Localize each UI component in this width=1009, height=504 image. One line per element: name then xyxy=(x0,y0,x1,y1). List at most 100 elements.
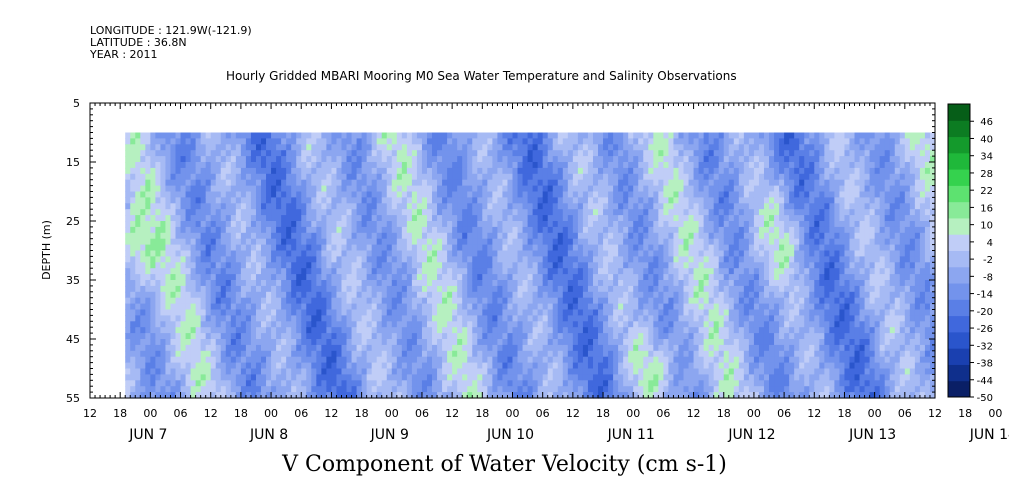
heatmap-cell xyxy=(145,386,151,393)
heatmap-cell xyxy=(482,368,488,375)
heatmap-cell xyxy=(281,162,287,169)
heatmap-cell xyxy=(628,197,634,204)
heatmap-cell xyxy=(643,386,649,393)
heatmap-cell xyxy=(537,333,544,340)
heatmap-cell xyxy=(522,297,529,305)
heatmap-cell xyxy=(140,132,146,139)
heatmap-cell xyxy=(472,185,478,193)
heatmap-cell xyxy=(432,339,438,346)
heatmap-cell xyxy=(421,297,428,305)
heatmap-cell xyxy=(155,203,162,210)
heatmap-cell xyxy=(416,339,423,346)
heatmap-cell xyxy=(406,262,413,269)
heatmap-cell xyxy=(316,215,322,222)
heatmap-cell xyxy=(497,167,504,175)
heatmap-cell xyxy=(301,250,307,257)
heatmap-cell xyxy=(291,138,297,145)
heatmap-cell xyxy=(406,315,413,322)
heatmap-cell xyxy=(447,274,453,281)
heatmap-cell xyxy=(512,150,519,157)
heatmap-cell xyxy=(512,262,519,269)
heatmap-cell xyxy=(502,380,509,387)
heatmap-cell xyxy=(235,179,242,187)
heatmap-cell xyxy=(577,291,584,299)
heatmap-cell xyxy=(230,291,237,299)
heatmap-cell xyxy=(215,203,222,210)
heatmap-cell xyxy=(195,362,202,370)
heatmap-cell xyxy=(608,321,614,328)
heatmap-cell xyxy=(160,362,167,370)
heatmap-cell xyxy=(633,226,639,234)
heatmap-cell xyxy=(421,209,428,216)
heatmap-cell xyxy=(517,374,524,381)
heatmap-cell xyxy=(497,191,504,198)
heatmap-cell xyxy=(185,256,192,263)
heatmap-cell xyxy=(361,309,368,316)
heatmap-cell xyxy=(618,362,624,370)
heatmap-cell xyxy=(155,215,162,222)
heatmap-cell xyxy=(220,344,227,352)
heatmap-cell xyxy=(185,327,192,334)
heatmap-cell xyxy=(150,356,156,364)
heatmap-cell xyxy=(628,392,634,399)
heatmap-cell xyxy=(175,132,182,139)
heatmap-cell xyxy=(356,291,363,299)
heatmap-cell xyxy=(326,315,333,322)
heatmap-cell xyxy=(301,132,307,139)
heatmap-cell xyxy=(125,327,131,334)
heatmap-cell xyxy=(190,226,197,234)
heatmap-cell xyxy=(457,274,463,281)
heatmap-cell xyxy=(577,392,584,399)
heatmap-cell xyxy=(512,232,519,240)
heatmap-cell xyxy=(255,356,262,364)
heatmap-cell xyxy=(266,386,272,393)
heatmap-cell xyxy=(557,386,564,393)
heatmap-cell xyxy=(582,203,589,210)
heatmap-cell xyxy=(351,285,358,293)
heatmap-cell xyxy=(587,173,594,181)
heatmap-cell xyxy=(230,150,237,157)
heatmap-cell xyxy=(351,344,358,352)
heatmap-cell xyxy=(180,386,187,393)
heatmap-cell xyxy=(205,392,212,399)
heatmap-cell xyxy=(452,215,458,222)
heatmap-cell xyxy=(452,238,458,246)
heatmap-cell xyxy=(271,268,277,275)
heatmap-cell xyxy=(376,268,383,275)
heatmap-cell xyxy=(442,297,448,305)
heatmap-cell xyxy=(366,374,373,381)
heatmap-cell xyxy=(421,344,428,352)
heatmap-cell xyxy=(426,368,433,375)
heatmap-cell xyxy=(331,191,338,198)
heatmap-cell xyxy=(381,244,388,252)
heatmap-cell xyxy=(311,209,317,216)
heatmap-cell xyxy=(205,344,212,352)
heatmap-cell xyxy=(638,256,644,263)
heatmap-cell xyxy=(281,215,287,222)
heatmap-cell xyxy=(411,173,418,181)
heatmap-cell xyxy=(472,262,478,269)
heatmap-cell xyxy=(557,132,564,139)
heatmap-cell xyxy=(587,309,594,316)
heatmap-cell xyxy=(552,138,559,145)
heatmap-cell xyxy=(301,256,307,263)
heatmap-cell xyxy=(447,315,453,322)
heatmap-cell xyxy=(381,291,388,299)
heatmap-cell xyxy=(170,144,177,151)
heatmap-cell xyxy=(487,203,493,210)
heatmap-cell xyxy=(663,185,670,193)
heatmap-cell xyxy=(230,244,237,252)
heatmap-cell xyxy=(552,315,559,322)
heatmap-cell xyxy=(215,250,222,257)
heatmap-cell xyxy=(250,368,257,375)
heatmap-cell xyxy=(140,232,146,240)
heatmap-cell xyxy=(618,309,624,316)
heatmap-cell xyxy=(442,238,448,246)
heatmap-cell xyxy=(542,185,549,193)
heatmap-cell xyxy=(421,162,428,169)
heatmap-cell xyxy=(185,262,192,269)
heatmap-cell xyxy=(366,303,373,311)
heatmap-cell xyxy=(643,191,649,198)
heatmap-cell xyxy=(271,291,277,299)
heatmap-cell xyxy=(195,138,202,145)
